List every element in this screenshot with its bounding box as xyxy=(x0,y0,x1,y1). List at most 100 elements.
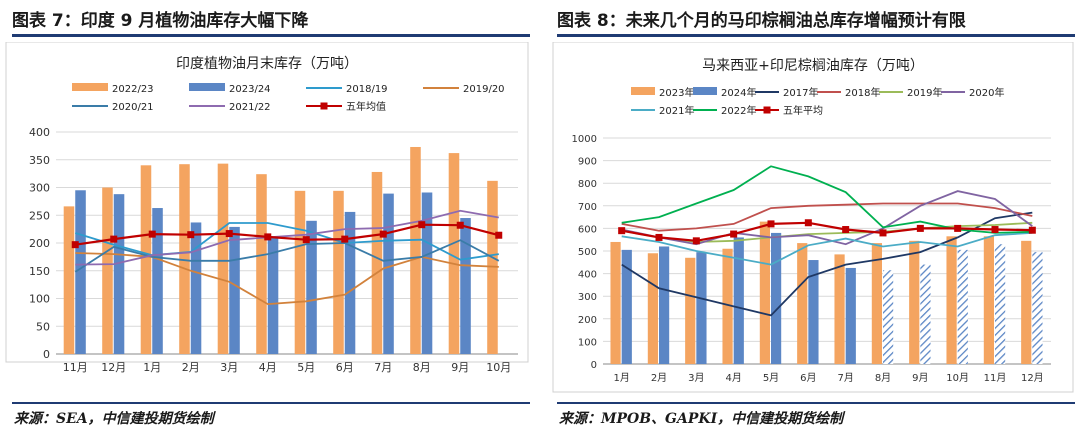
right-panel: 图表 8：未来几个月的马印棕榈油总库存增幅预计有限 马来西亚+印尼棕榈油库存（万… xyxy=(545,0,1080,442)
bar-2023年 xyxy=(946,236,957,364)
bar-2023/24 xyxy=(383,193,394,354)
right-heading-rule xyxy=(557,34,1075,37)
legend-label: 2023年 xyxy=(659,86,694,99)
marker-五年均值 xyxy=(495,231,503,239)
left-heading-rule xyxy=(12,34,530,37)
series-line-五年均值 xyxy=(75,223,500,246)
legend-label: 2019年 xyxy=(907,86,942,99)
bar-2024年 xyxy=(733,237,744,364)
bar-2023/24 xyxy=(460,218,471,354)
bar-2023年 xyxy=(685,257,696,364)
marker-五年平均 xyxy=(655,233,663,241)
bar-2023年 xyxy=(647,253,658,364)
left-panel: 图表 7：印度 9 月植物油库存大幅下降 印度植物油月末库存（万吨） 0 50 100… xyxy=(0,0,535,442)
x-tick-label: 8月 xyxy=(875,372,891,384)
series-line-2021/22 xyxy=(75,209,499,266)
x-tick-label: 11月 xyxy=(63,361,88,374)
marker-五年平均 xyxy=(692,237,700,245)
legend-label: 2023/24 xyxy=(229,84,271,95)
legend-item: 2020/21 xyxy=(72,102,154,113)
y-tick-label: 50 xyxy=(36,320,50,333)
marker-五年均值 xyxy=(110,235,118,243)
legend-label: 五年均值 xyxy=(346,100,386,113)
marker-五年均值 xyxy=(148,230,156,238)
bar-2022/23 xyxy=(410,146,421,354)
legend-swatch xyxy=(189,83,225,91)
series-line-2020/21 xyxy=(74,239,500,273)
x-tick-label: 3月 xyxy=(688,372,704,384)
series-line-2021年 xyxy=(621,232,1033,266)
legend-item: 2024年 xyxy=(693,86,756,99)
series-line-2022年 xyxy=(621,165,1033,234)
bar-2023/24 xyxy=(344,211,356,354)
marker-五年平均 xyxy=(1028,226,1036,234)
bar-2024年 xyxy=(957,249,968,364)
right-chart-heading: 图表 8：未来几个月的马印棕榈油总库存增幅预计有限 xyxy=(557,11,966,31)
legend-label: 2022年 xyxy=(721,104,756,117)
x-tick-label: 2月 xyxy=(651,372,667,384)
bar-2024年 xyxy=(659,246,670,364)
x-tick-label: 4月 xyxy=(259,361,277,374)
legend-item: 2023/24 xyxy=(189,83,271,95)
x-tick-label: 9月 xyxy=(912,372,928,384)
x-tick-label: 12月 xyxy=(1021,372,1044,384)
legend-label: 五年平均 xyxy=(783,104,823,117)
y-tick-label: 100 xyxy=(29,293,50,306)
y-tick-label: 700 xyxy=(578,202,597,213)
legend-item: 2018年 xyxy=(817,86,880,99)
marker-五年均值 xyxy=(379,230,387,238)
marker-五年平均 xyxy=(767,220,775,228)
bar-2024年 xyxy=(696,252,707,364)
x-tick-label: 9月 xyxy=(451,361,469,374)
bar-2022/23 xyxy=(256,174,267,354)
y-tick-label: 0 xyxy=(591,360,597,371)
y-tick-label: 800 xyxy=(578,179,597,190)
bar-2022/23 xyxy=(371,171,383,354)
right-source-note: 来源：MPOB、GAPKI，中信建投期货绘制 xyxy=(559,411,844,427)
x-tick-label: 1月 xyxy=(143,361,161,374)
y-tick-label: 400 xyxy=(29,126,50,139)
marker-五年均值 xyxy=(187,231,195,239)
x-tick-label: 4月 xyxy=(725,372,741,384)
legend-item: 2021年 xyxy=(631,104,694,117)
legend-marker xyxy=(320,102,328,110)
bar-2023/24 xyxy=(190,222,202,354)
y-tick-label: 350 xyxy=(29,154,50,167)
x-tick-label: 1月 xyxy=(613,372,629,384)
chart-frame xyxy=(5,42,529,363)
x-tick-label: 3月 xyxy=(220,361,238,374)
x-tick-label: 11月 xyxy=(984,372,1007,384)
y-tick-label: 100 xyxy=(578,337,597,348)
legend-swatch xyxy=(631,87,655,95)
marker-五年均值 xyxy=(456,221,464,229)
legend-item: 五年平均 xyxy=(755,104,823,117)
x-tick-label: 2月 xyxy=(182,361,200,374)
legend-marker xyxy=(763,106,771,114)
legend-label: 2022/23 xyxy=(112,84,154,95)
bar-2023年 xyxy=(871,243,882,364)
y-tick-label: 250 xyxy=(29,209,50,222)
legend-item: 2020年 xyxy=(941,86,1004,99)
x-tick-label: 10月 xyxy=(946,372,969,384)
bar-2023/24 xyxy=(306,220,317,354)
series-line-2018/19 xyxy=(75,222,499,261)
bar-2023/24 xyxy=(152,208,163,354)
bar-2024年 xyxy=(845,267,856,364)
bar-2023年 xyxy=(797,243,808,364)
legend-label: 2019/20 xyxy=(463,84,505,95)
bar-2024年 xyxy=(995,244,1006,364)
bar-2023/24 xyxy=(421,192,433,354)
india-vegoil-stock-chart: 印度植物油月末库存（万吨） 0 50 100 150 200 250 300 350 400 11月… xyxy=(5,42,529,374)
series-line-五年平均 xyxy=(621,221,1033,242)
marker-五年平均 xyxy=(804,219,812,227)
y-tick-label: 150 xyxy=(29,265,50,278)
bar-2023/24 xyxy=(75,190,86,354)
marker-五年均值 xyxy=(264,233,272,241)
legend-item: 五年均值 xyxy=(306,100,386,113)
bar-2023年 xyxy=(834,254,845,364)
y-tick-label: 200 xyxy=(578,315,597,326)
left-source-note: 来源：SEA，中信建投期货绘制 xyxy=(14,411,214,427)
legend-label: 2020年 xyxy=(969,86,1004,99)
marker-五年均值 xyxy=(302,236,310,244)
marker-五年平均 xyxy=(916,224,924,232)
